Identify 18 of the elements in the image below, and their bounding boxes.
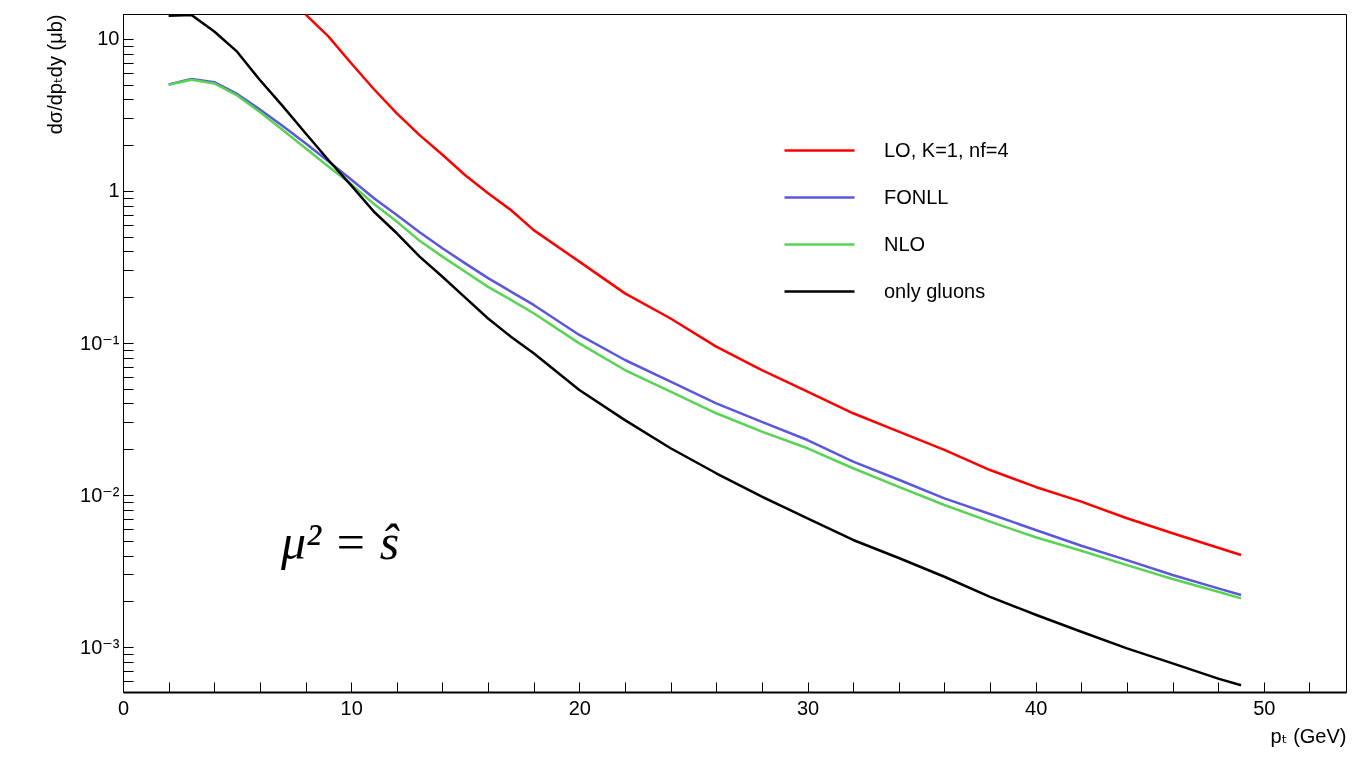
y-tick-label: 10⁻³ xyxy=(80,635,120,658)
x-tick-label: 10 xyxy=(340,696,363,719)
x-axis-title: pₜ (GeV) xyxy=(1270,724,1347,747)
legend-label: FONLL xyxy=(884,185,949,208)
y-tick-label: 10⁻² xyxy=(80,483,120,506)
legend-label: NLO xyxy=(884,232,926,255)
y-tick-label: 10 xyxy=(97,27,120,50)
legend-label: LO, K=1, nf=4 xyxy=(884,138,1009,161)
legend-label: only gluons xyxy=(884,279,986,302)
y-axis-title: dσ/dpₜdy (μb) xyxy=(44,14,67,135)
y-tick-label: 1 xyxy=(108,179,120,202)
x-tick-label: 40 xyxy=(1025,696,1048,719)
y-tick-label: 10⁻¹ xyxy=(80,331,120,354)
annotation: μ² = ŝ xyxy=(280,514,400,570)
x-tick-label: 20 xyxy=(568,696,591,719)
x-tick-label: 0 xyxy=(117,696,130,719)
x-tick-label: 30 xyxy=(796,696,820,719)
x-tick-label: 50 xyxy=(1253,696,1276,719)
